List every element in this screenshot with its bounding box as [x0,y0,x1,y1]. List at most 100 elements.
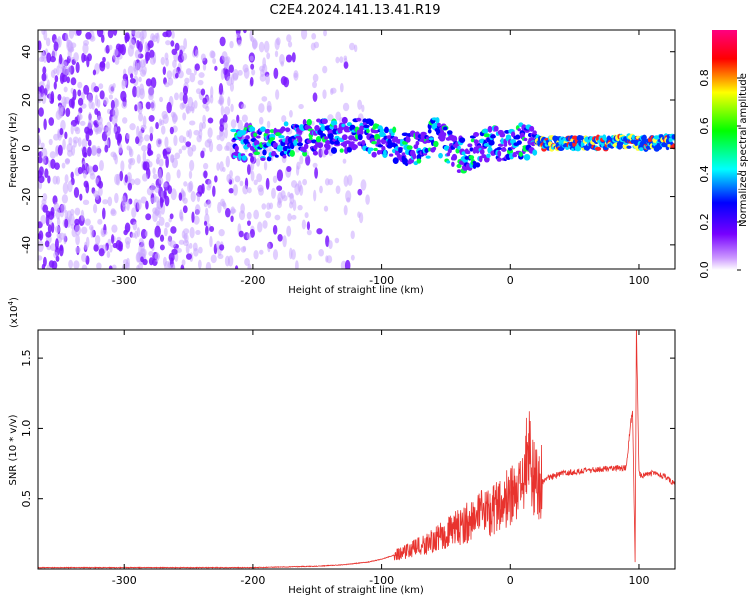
spectrogram-cell [106,121,112,132]
spectrogram-cell [85,31,92,40]
spectrogram-cell [145,51,151,62]
spectrogram-cell [58,53,63,65]
spectrogram-cell [107,238,112,246]
spectrogram-cell [272,249,279,261]
spectrogram-ridge-cell [424,148,429,154]
spectrogram-cell [94,177,100,185]
spectrogram-ridge-cell [366,128,370,134]
snr-y-tick-label: 0.5 [20,490,33,508]
snr-x-ticks: -300 -200 -100 0 100 [112,330,649,587]
spectrogram-ridge-cell [324,149,329,156]
spectrogram-cell [87,146,92,157]
spectrogram-ridge-cell [356,117,362,122]
spectrogram-cell [189,120,196,126]
spectrogram-cell [235,33,241,39]
spectrogram-cell [250,36,255,43]
spectrogram-cell [311,33,317,40]
spectrogram-cell [38,107,44,117]
spectrogram-cell [110,208,116,215]
spectrogram-cell [152,211,158,223]
snr-x-tick-label: 0 [507,574,514,587]
spectrogram-cell [322,89,327,100]
spectrogram-ridge-cell [496,157,502,162]
spectrogram-cell [124,32,128,44]
spectrogram-cell [49,151,57,159]
spectrogram-ridge-cell [401,132,409,137]
spectrogram-ridge-cell [312,150,319,156]
spectrogram-cell [73,52,79,62]
spectrogram-cell [219,36,226,47]
spectrogram-cell [219,94,223,107]
spectrogram-cell [163,227,168,237]
spectrogram-cell [146,187,153,196]
spectrogram-ridge-cell [451,153,458,161]
spectrogram-cell [159,196,164,208]
spectrogram-ridge-cell [594,146,602,151]
spectrogram-ridge-cell [384,126,389,134]
spectrogram-cell [122,204,127,212]
spectrogram-cell [48,218,53,226]
spectrogram-cell [125,241,131,249]
spectrogram-cell [201,121,207,129]
spectrogram-cell [160,56,166,66]
spectrogram-cell [276,169,284,182]
spectrogram-cell [73,260,80,269]
spectrogram-cell [143,134,150,142]
spectrogram-cell [182,205,188,214]
spectrogram-cell [285,54,293,63]
spectrogram-cell [158,177,164,185]
snr-x-tick-label: 100 [628,574,649,587]
spectrogram-cell [267,242,271,253]
spectrogram-cell [140,248,147,257]
spectrogram-cell [128,146,133,156]
spectrogram-cell [144,230,149,237]
spectrogram-cell [335,56,340,64]
spectrogram-cell [93,244,99,252]
spectrogram-cell [258,187,264,196]
spectrogram-cell [43,30,48,41]
spectrogram-cell [155,121,159,130]
spectrogram-cell [68,30,75,39]
spectrogram-cell [145,213,152,221]
spectrogram-cell [82,39,90,46]
spectrogram-cell [53,201,60,212]
spectrogram-ridge-cell [306,139,313,144]
spectrogram-cell [347,174,353,186]
spectrogram-cell [48,210,55,220]
spectrogram-cell [67,48,72,59]
spectrogram-cell [361,104,365,113]
spectrogram-cell [45,37,51,47]
spectrogram-cell [313,189,317,202]
spectrogram-cell [112,83,116,89]
spectrogram-cell [261,203,267,210]
spectrogram-cell [38,166,44,176]
spectrogram-cell [305,154,311,166]
spectrogram-cell [189,226,195,239]
spectrogram-ridge-cell [532,149,538,156]
spectrogram-cell [112,106,119,119]
spectrogram-cell [314,167,319,179]
spectrogram-cell [64,174,69,184]
spectrogram-cell [169,213,174,220]
spectrogram-cell [202,97,208,105]
spectrogram-ridge-cell [368,119,374,127]
spectrogram-cell [68,98,75,108]
spectrogram-cell [353,44,358,53]
spectrogram-ridge-cell [247,143,252,148]
spectrogram-ridge-cell [416,158,422,164]
spectrogram-cell [86,53,92,62]
spectrogram-cell [101,229,108,236]
spectrogram-cell [259,73,266,82]
spectrogram-ridge-cell [262,149,267,156]
spectrogram-ridge-cell [334,140,340,145]
spectrogram-cell [141,30,147,40]
spectrogram-cell [74,224,82,236]
spectrogram-ridge-cell [361,140,366,146]
spectrogram-cell [185,103,190,115]
spectrogram-cell [70,124,74,135]
spectrogram-ridge-cell [496,146,503,151]
spectrogram-cell [165,30,172,38]
spectrogram-cell [203,202,208,208]
spectrogram-cell [220,68,225,80]
spectrogram-cell [265,73,270,86]
